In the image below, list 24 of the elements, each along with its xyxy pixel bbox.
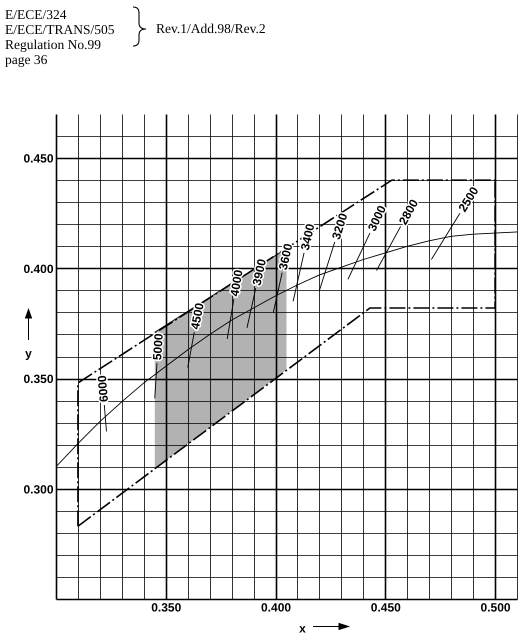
x-tick-label: 0.450 — [370, 600, 402, 614]
text: 4000 — [227, 268, 246, 298]
text: page 36 — [5, 52, 48, 67]
text: 4500 — [188, 301, 207, 331]
text: Regulation No.99 — [5, 37, 101, 52]
text: E/ECE/TRANS/505 — [5, 22, 115, 37]
text: 3200 — [329, 211, 351, 242]
x-tick-label: 0.400 — [261, 600, 292, 614]
x-tick-label: 0.350 — [151, 600, 182, 614]
text: E/ECE/324 — [5, 7, 66, 22]
y-tick-label: 0.450 — [23, 152, 54, 166]
text: Rev.1/Add.98/Rev.2 — [156, 21, 266, 36]
text: 3600 — [276, 242, 296, 272]
x-axis-title: x — [299, 622, 306, 636]
y-tick-label: 0.300 — [23, 482, 54, 496]
text: 6000 — [94, 374, 112, 403]
y-axis-title: y — [25, 346, 32, 360]
y-tick-label: 0.400 — [23, 262, 54, 276]
text: 3000 — [364, 202, 390, 234]
x-tick-label: 0.500 — [480, 600, 511, 614]
text: 2800 — [396, 196, 422, 228]
y-tick-label: 0.350 — [23, 372, 54, 386]
text: 3400 — [298, 222, 318, 252]
text: 5000 — [150, 332, 166, 361]
